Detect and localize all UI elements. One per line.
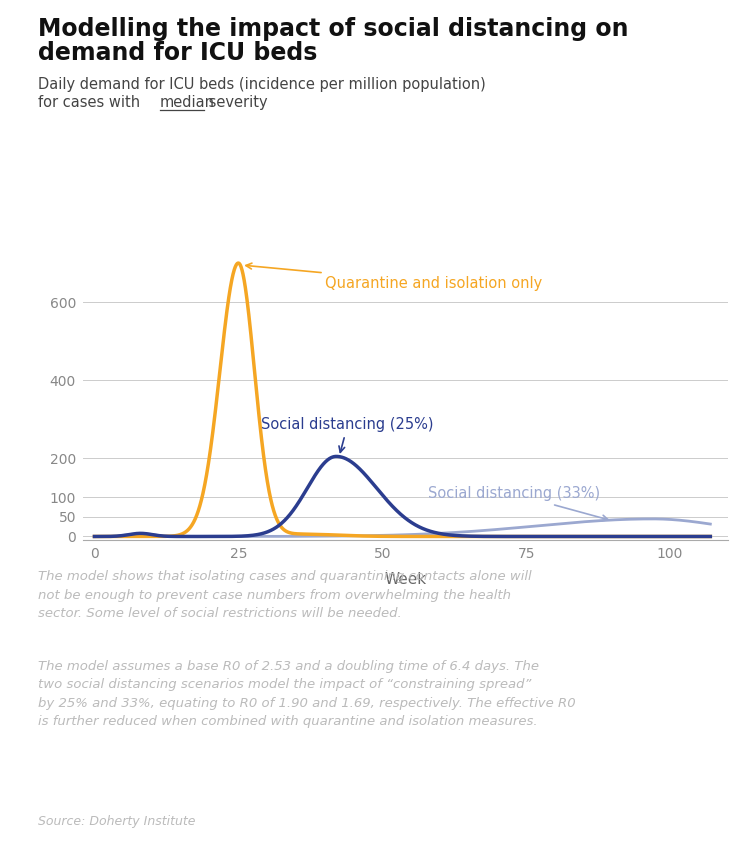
Text: Social distancing (33%): Social distancing (33%)	[428, 487, 608, 521]
Text: The model shows that isolating cases and quarantining contacts alone will
not be: The model shows that isolating cases and…	[38, 570, 532, 620]
Text: demand for ICU beds: demand for ICU beds	[38, 41, 317, 65]
Text: The model assumes a base R0 of 2.53 and a doubling time of 6.4 days. The
two soc: The model assumes a base R0 of 2.53 and …	[38, 660, 575, 728]
X-axis label: Week: Week	[385, 573, 426, 587]
Text: for cases with: for cases with	[38, 95, 145, 111]
Text: Social distancing (25%): Social distancing (25%)	[262, 417, 434, 453]
Text: Modelling the impact of social distancing on: Modelling the impact of social distancin…	[38, 17, 628, 41]
Text: severity: severity	[204, 95, 268, 111]
Text: Quarantine and isolation only: Quarantine and isolation only	[246, 263, 542, 290]
Text: median: median	[160, 95, 215, 111]
Text: Source: Doherty Institute: Source: Doherty Institute	[38, 815, 195, 828]
Text: Daily demand for ICU beds (incidence per million population): Daily demand for ICU beds (incidence per…	[38, 77, 486, 92]
